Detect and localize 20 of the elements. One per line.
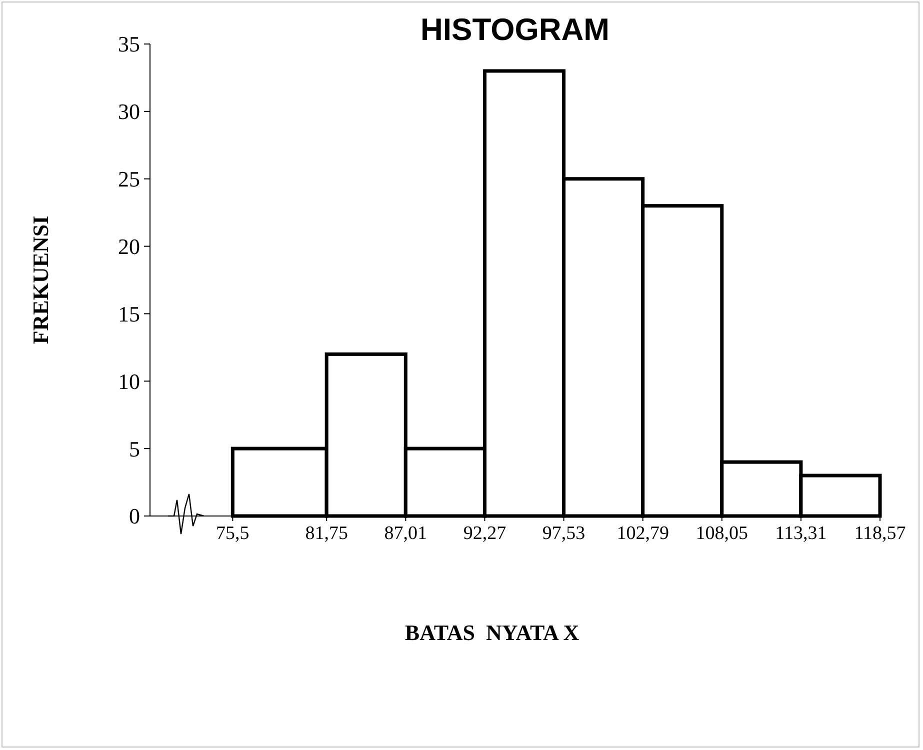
x-tick-label: 113,31 [775, 523, 827, 544]
x-tick-label: 92,27 [463, 523, 506, 544]
chart-title: HISTOGRAM [420, 12, 610, 47]
y-tick-label: 35 [118, 32, 140, 57]
x-axis-title: BATAS NYATA X [404, 620, 580, 645]
x-tick-label: 75,5 [216, 523, 250, 544]
y-tick-label: 10 [118, 368, 140, 394]
x-tick-label: 118,57 [854, 523, 906, 544]
x-tick-label: 108,05 [696, 523, 748, 544]
x-tick-label: 102,79 [616, 523, 669, 544]
x-tick-label: 97,53 [542, 523, 586, 544]
y-tick-label: 15 [118, 301, 140, 326]
y-tick-label: 30 [118, 99, 140, 124]
y-tick-label: 0 [129, 504, 140, 529]
y-tick-label: 5 [129, 436, 140, 462]
y-tick-label: 20 [118, 234, 140, 259]
x-tick-label: 87,01 [384, 523, 428, 544]
y-tick-label: 25 [118, 166, 140, 192]
x-tick-label: 81,75 [305, 523, 348, 544]
y-axis-title: FREKUENSI [28, 216, 53, 344]
